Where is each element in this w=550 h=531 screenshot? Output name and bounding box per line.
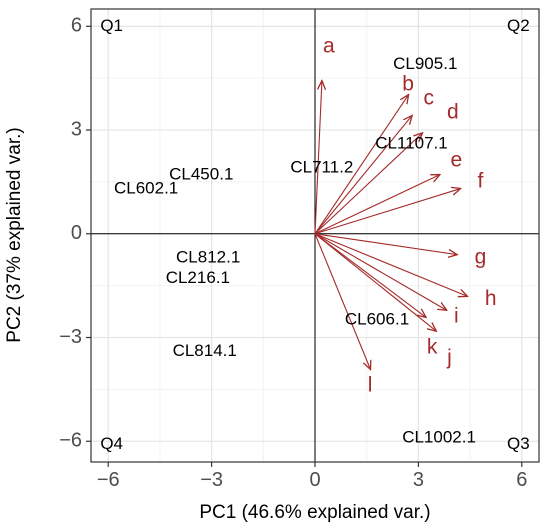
- loading-arrow-b: [314, 95, 408, 235]
- y-axis-ticks: −6 −3 0 3 6: [59, 15, 91, 452]
- loading-label-i: i: [454, 304, 459, 327]
- observation-label: CL814.1: [173, 341, 237, 360]
- observation-label: CL450.1: [169, 164, 233, 183]
- loading-label-k: k: [427, 335, 438, 358]
- loading-labels: a bcd ef gh ijk l: [323, 35, 497, 397]
- quadrant-labels: Q1 Q2 Q3 Q4: [100, 16, 529, 453]
- loading-label-d: d: [447, 100, 459, 123]
- loading-label-b: b: [402, 73, 414, 96]
- observation-label: CL216.1: [166, 268, 230, 287]
- loading-label-g: g: [475, 246, 487, 269]
- loading-label-f: f: [477, 169, 483, 192]
- loading-arrow-k: [314, 233, 425, 317]
- y-tick-label: 0: [71, 222, 82, 244]
- loading-label-l: l: [368, 373, 373, 396]
- x-tick-label: 0: [309, 469, 320, 491]
- loading-arrow-f: [314, 189, 460, 235]
- loading-arrow-d: [314, 133, 422, 235]
- y-tick-label: 3: [71, 118, 82, 140]
- y-axis-title: PC2 (37% explained var.): [4, 127, 25, 342]
- loading-label-a: a: [323, 35, 335, 58]
- observation-label: CL1107.1: [375, 133, 447, 152]
- loading-label-c: c: [423, 86, 434, 109]
- loading-label-e: e: [450, 149, 462, 172]
- observation-label: CL711.2: [290, 158, 353, 177]
- loading-label-j: j: [446, 346, 452, 369]
- x-tick-label: −6: [97, 469, 120, 491]
- loading-arrow-i: [314, 233, 446, 310]
- loading-arrow-c: [314, 116, 411, 235]
- loading-arrow-a: [314, 82, 322, 234]
- loading-arrow-j: [314, 233, 436, 331]
- loading-label-h: h: [485, 287, 497, 310]
- observation-label: CL1002.1: [402, 427, 476, 446]
- observation-label: CL602.1: [114, 178, 178, 197]
- y-tick-label: −3: [59, 326, 82, 348]
- x-tick-label: −3: [200, 469, 223, 491]
- x-axis-ticks: −6 −3 0 3 6: [97, 462, 527, 491]
- loading-arrow-h: [314, 233, 467, 296]
- loading-arrow-e: [314, 175, 439, 235]
- x-tick-label: 6: [516, 469, 527, 491]
- quadrant-label-q1: Q1: [100, 16, 123, 35]
- observation-label: CL905.1: [393, 54, 457, 73]
- loading-arrow-g: [314, 233, 456, 255]
- y-tick-label: −6: [59, 430, 82, 452]
- quadrant-label-q4: Q4: [100, 434, 123, 453]
- quadrant-label-q3: Q3: [507, 434, 530, 453]
- y-tick-label: 6: [71, 15, 82, 37]
- loading-arrows: [314, 82, 467, 369]
- quadrant-label-q2: Q2: [507, 16, 530, 35]
- x-tick-label: 3: [413, 469, 424, 491]
- observation-label: CL812.1: [176, 247, 240, 266]
- observation-label: CL606.1: [345, 310, 409, 329]
- loading-arrow-l: [314, 233, 370, 369]
- x-axis-title: PC1 (46.6% explained var.): [199, 502, 430, 523]
